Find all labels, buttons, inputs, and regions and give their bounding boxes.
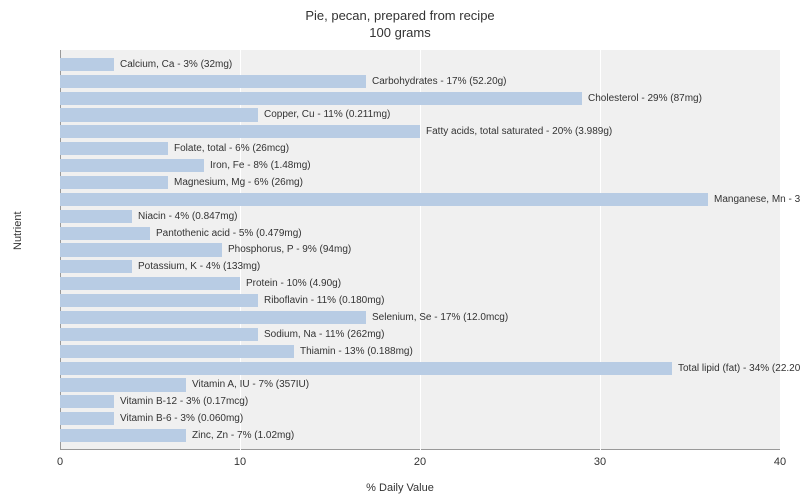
bar [60, 210, 132, 223]
x-tick-label: 20 [414, 456, 426, 468]
bar [60, 176, 168, 189]
bar [60, 345, 294, 358]
bar-label: Thiamin - 13% (0.188mg) [300, 345, 413, 358]
x-tick-label: 40 [774, 456, 786, 468]
bar-label: Vitamin A, IU - 7% (357IU) [192, 378, 309, 391]
bar [60, 142, 168, 155]
bar-label: Iron, Fe - 8% (1.48mg) [210, 159, 311, 172]
bar-label: Cholesterol - 29% (87mg) [588, 92, 702, 105]
bar [60, 227, 150, 240]
bar [60, 260, 132, 273]
bar-label: Phosphorus, P - 9% (94mg) [228, 243, 351, 256]
x-tick-label: 10 [234, 456, 246, 468]
bar [60, 277, 240, 290]
bar-label: Vitamin B-12 - 3% (0.17mcg) [120, 395, 248, 408]
bar-label: Magnesium, Mg - 6% (26mg) [174, 176, 303, 189]
title-line-2: 100 grams [369, 25, 430, 40]
bar [60, 294, 258, 307]
bar-label: Potassium, K - 4% (133mg) [138, 260, 260, 273]
y-axis-label: Nutrient [12, 211, 24, 250]
bar [60, 429, 186, 442]
gridline [600, 50, 601, 450]
bar-label: Vitamin B-6 - 3% (0.060mg) [120, 412, 243, 425]
bar [60, 193, 708, 206]
bar [60, 125, 420, 138]
bar-label: Total lipid (fat) - 34% (22.20g) [678, 362, 800, 375]
bar [60, 108, 258, 121]
plot-area: Calcium, Ca - 3% (32mg) Carbohydrates - 1… [60, 50, 780, 450]
bar-label: Carbohydrates - 17% (52.20g) [372, 75, 507, 88]
bar-label: Calcium, Ca - 3% (32mg) [120, 58, 232, 71]
bar [60, 412, 114, 425]
bar [60, 159, 204, 172]
gridline [420, 50, 421, 450]
bar-label: Selenium, Se - 17% (12.0mcg) [372, 311, 508, 324]
bar-label: Pantothenic acid - 5% (0.479mg) [156, 227, 302, 240]
nutrient-chart: Pie, pecan, prepared from recipe 100 gra… [0, 0, 800, 500]
bar [60, 378, 186, 391]
bar [60, 243, 222, 256]
gridline [780, 50, 781, 450]
bar-label: Fatty acids, total saturated - 20% (3.98… [426, 125, 612, 138]
bar-label: Zinc, Zn - 7% (1.02mg) [192, 429, 294, 442]
bar-label: Copper, Cu - 11% (0.211mg) [264, 108, 390, 121]
bar [60, 75, 366, 88]
bar-label: Protein - 10% (4.90g) [246, 277, 341, 290]
bar [60, 92, 582, 105]
bar-label: Riboflavin - 11% (0.180mg) [264, 294, 384, 307]
bar [60, 58, 114, 71]
bar [60, 311, 366, 324]
bar-label: Niacin - 4% (0.847mg) [138, 210, 237, 223]
title-line-1: Pie, pecan, prepared from recipe [305, 8, 494, 23]
bar-label: Sodium, Na - 11% (262mg) [264, 328, 384, 341]
bar [60, 395, 114, 408]
chart-title: Pie, pecan, prepared from recipe 100 gra… [0, 0, 800, 42]
bar [60, 362, 672, 375]
bar-label: Manganese, Mn - 36% (0.712mg) [714, 193, 800, 206]
x-tick-label: 0 [57, 456, 63, 468]
x-axis-label: % Daily Value [366, 482, 434, 494]
x-tick-label: 30 [594, 456, 606, 468]
bar-label: Folate, total - 6% (26mcg) [174, 142, 289, 155]
bar [60, 328, 258, 341]
